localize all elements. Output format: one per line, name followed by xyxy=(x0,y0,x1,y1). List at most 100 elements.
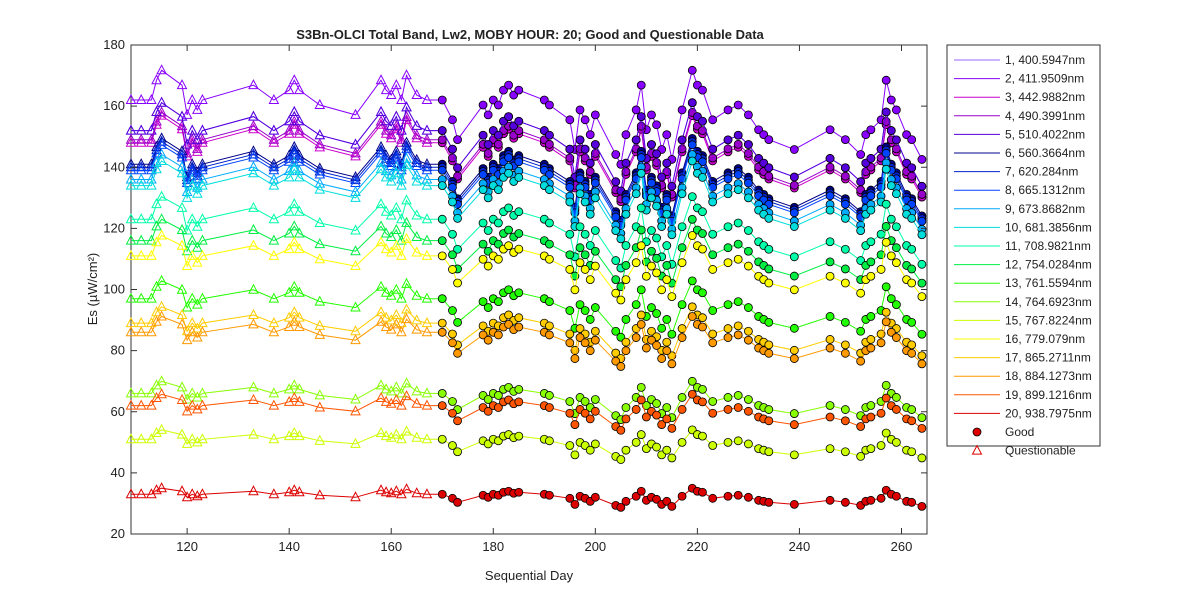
questionable-point xyxy=(268,173,280,184)
good-point xyxy=(907,213,917,223)
good-point xyxy=(621,209,631,219)
questionable-point xyxy=(181,259,193,271)
good-point xyxy=(570,420,580,429)
questionable-point xyxy=(186,179,198,190)
good-point xyxy=(907,317,917,327)
questionable-point xyxy=(350,393,361,404)
good-point xyxy=(652,309,661,318)
good-point xyxy=(723,258,733,268)
good-point xyxy=(881,282,891,292)
good-point xyxy=(698,85,707,95)
good-point xyxy=(514,85,524,95)
good-point xyxy=(621,403,631,412)
good-point xyxy=(667,181,677,191)
questionable-point xyxy=(156,138,167,149)
good-point xyxy=(825,154,835,163)
questionable-point xyxy=(268,488,280,499)
good-point xyxy=(504,80,513,90)
good-point xyxy=(636,80,646,90)
good-point xyxy=(631,135,641,145)
good-point xyxy=(764,135,774,145)
questionable-point xyxy=(401,101,412,112)
good-point xyxy=(514,397,524,407)
good-point xyxy=(733,100,743,110)
questionable-point xyxy=(288,315,300,326)
questionable-point xyxy=(294,286,305,297)
good-point xyxy=(917,351,927,361)
questionable-point xyxy=(421,292,433,303)
good-point xyxy=(483,395,493,404)
questionable-point xyxy=(151,198,162,209)
good-point xyxy=(437,401,447,411)
good-point xyxy=(677,105,687,115)
good-point xyxy=(514,229,524,238)
questionable-point xyxy=(375,484,387,495)
good-point xyxy=(575,333,585,342)
questionable-point xyxy=(314,141,326,152)
questionable-point xyxy=(197,133,208,144)
questionable-point xyxy=(396,488,407,499)
y-tick-label: 100 xyxy=(103,282,125,297)
questionable-point xyxy=(421,387,433,398)
good-point xyxy=(907,405,917,414)
questionable-point xyxy=(375,74,387,85)
good-point xyxy=(840,199,850,209)
good-point xyxy=(611,356,621,366)
questionable-point xyxy=(314,401,326,412)
good-point xyxy=(448,397,457,406)
questionable-point xyxy=(288,280,300,291)
questionable-point xyxy=(288,118,300,129)
questionable-point xyxy=(314,129,326,140)
questionable-point xyxy=(350,301,361,312)
questionable-point xyxy=(385,175,397,186)
questionable-point xyxy=(391,283,402,294)
good-point xyxy=(840,405,850,414)
good-point xyxy=(575,324,585,333)
good-point xyxy=(616,455,626,464)
good-point xyxy=(483,335,493,345)
good-point xyxy=(866,412,876,422)
questionable-point xyxy=(151,163,162,174)
good-point xyxy=(744,246,753,256)
questionable-point xyxy=(288,391,300,403)
questionable-point xyxy=(375,280,387,291)
y-tick-label: 120 xyxy=(103,220,125,235)
questionable-point xyxy=(186,399,198,410)
questionable-point xyxy=(176,167,188,178)
good-point xyxy=(478,218,488,228)
questionable-point xyxy=(181,191,193,202)
good-point xyxy=(881,428,891,438)
questionable-point xyxy=(396,213,407,224)
good-point xyxy=(723,189,733,199)
good-point xyxy=(483,140,493,149)
good-point xyxy=(856,226,866,236)
good-point xyxy=(570,354,580,363)
questionable-point xyxy=(156,388,167,399)
good-point xyxy=(590,335,600,345)
questionable-point xyxy=(375,220,387,231)
good-point xyxy=(744,149,753,158)
good-point xyxy=(667,359,677,369)
legend-entry: 6, 560.3664nm xyxy=(1005,146,1085,160)
good-point xyxy=(493,100,503,110)
good-point xyxy=(437,214,447,224)
good-point xyxy=(881,380,891,390)
good-point xyxy=(698,229,707,238)
good-point xyxy=(708,338,718,348)
good-point xyxy=(825,335,835,344)
questionable-point xyxy=(135,124,147,135)
good-point xyxy=(789,271,799,281)
good-point xyxy=(698,322,707,332)
good-point xyxy=(886,294,896,304)
questionable-point xyxy=(186,124,198,135)
questionable-point xyxy=(197,136,208,147)
questionable-point xyxy=(248,428,259,439)
questionable-point xyxy=(385,88,397,100)
legend-entry: 1, 400.5947nm xyxy=(1005,53,1085,67)
questionable-point xyxy=(248,110,259,121)
good-point xyxy=(866,401,876,410)
good-point xyxy=(621,496,631,506)
good-point xyxy=(733,139,743,149)
questionable-point xyxy=(135,133,147,144)
good-point xyxy=(917,329,927,339)
